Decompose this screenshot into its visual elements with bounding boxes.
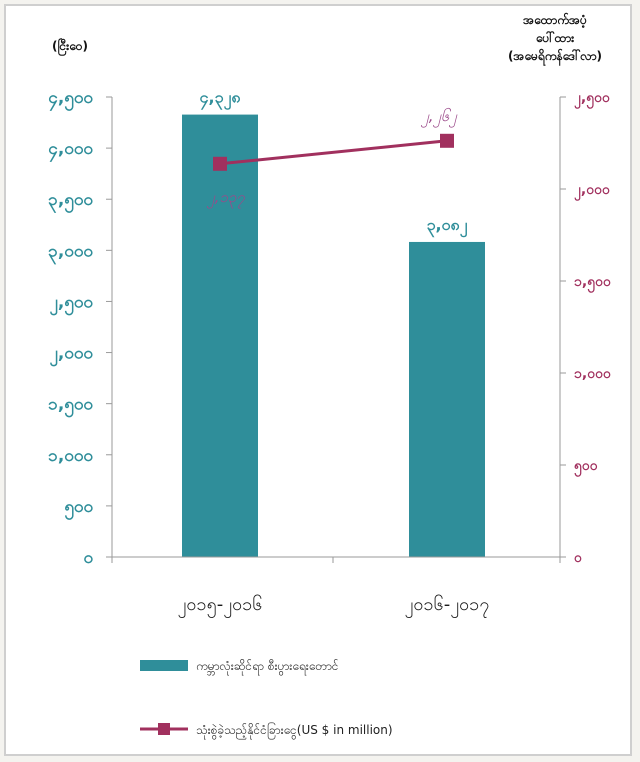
line-series: ၂,၁၃၇ ၂,၂၆၂ (206, 107, 458, 209)
right-axis-tick-label: ၂,၅၀၀ (574, 90, 611, 109)
bar-data-label: ၄,၃၂၈ (199, 88, 241, 111)
left-axis: ၀ ၅၀၀ ၁,၀၀၀ ၁,၅၀၀ ၂,၀၀၀ ၂,၅၀၀ ၃,၀၀၀ ၃,၅၀၀ ၄,၀၀၀ ၄… (48, 88, 113, 568)
category-axis: ၂၀၁၅-၂၀၁၆ ၂၀၁၆-၂၀၁၇ (111, 556, 561, 618)
right-axis-unit-line: ပေါ်ထား (535, 29, 575, 45)
line-data-label: ၂,၁၃၇ (206, 188, 245, 209)
line-marker (213, 156, 227, 171)
left-axis-tick-label: ၄,၀၀၀ (48, 139, 93, 163)
line-path (219, 139, 448, 166)
chart-frame (4, 4, 632, 756)
right-axis-unit-line: အထောက်အပံ့ (523, 11, 587, 29)
legend-bar-swatch (140, 660, 188, 671)
left-axis-tick-label: ၂,၅၀၀ (50, 292, 94, 316)
left-axis-tick-label: ၁,၅၀၀ (48, 395, 93, 419)
left-axis-unit-label: (ငြီးဝေ) (52, 37, 88, 57)
line-data-label: ၂,၂၆၂ (420, 107, 458, 128)
legend-line-label: သုံးစွဲခဲ့သည့်နိုင်ငံခြားငွေ(US $ in mil… (196, 721, 393, 740)
left-axis-tick-label: ၂,၀၀၀ (50, 344, 94, 368)
line-marker (440, 133, 454, 148)
bar (182, 114, 258, 558)
category-label: ၂၀၁၅-၂၀၁၆ (178, 594, 263, 618)
legend: ကမ္ဘာလုံးဆိုင်ရာ စီးပွားရေးတောင်သုံးစွဲခ… (140, 658, 393, 740)
left-axis-tick-label: ၁,၀၀၀ (48, 446, 93, 466)
legend-line-marker (158, 723, 170, 735)
right-axis-tick-label: ၁,၀၀၀ (574, 366, 612, 382)
legend-bar-label: ကမ္ဘာလုံးဆိုင်ရာ စီးပွားရေးတောင် (196, 658, 339, 676)
category-label: ၂၀၁၆-၂၀၁၇ (405, 594, 490, 618)
left-axis-tick-label: ၃,၅၀၀ (48, 190, 93, 214)
right-axis-unit-label: အထောက်အပံ့ပေါ်ထား (အမေရိကန်ဒေါ်လာ) (508, 11, 602, 67)
bar (409, 241, 485, 557)
left-axis-tick-label: ၃,၀၀၀ (48, 241, 93, 265)
left-axis-tick-label: ၅၀၀ (64, 497, 93, 521)
left-axis-tick-label: ၀ (83, 548, 93, 568)
right-axis-tick-label: ၂,၀၀၀ (574, 182, 611, 201)
right-axis-tick-label: ၁,၅၀၀ (574, 274, 612, 293)
right-axis-unit-line: (အမေရိကန်ဒေါ်လာ) (508, 47, 602, 67)
right-axis-tick-label: ၀ (574, 550, 583, 566)
right-axis: ၀ ၅၀၀ ၁,၀၀၀ ၁,၅၀၀ ၂,၀၀၀ ၂,၅၀၀ (559, 90, 612, 566)
right-axis-tick-label: ၅၀၀ (574, 458, 599, 477)
left-axis-tick-label: ၄,၅၀၀ (48, 88, 93, 112)
bar-data-label: ၃,၀၈၂ (426, 215, 467, 238)
